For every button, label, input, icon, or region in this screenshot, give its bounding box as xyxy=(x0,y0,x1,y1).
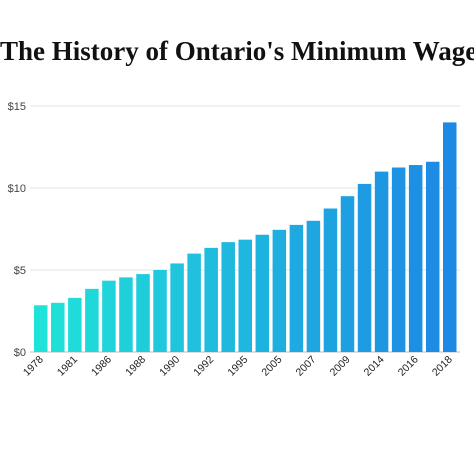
bar-2015 xyxy=(391,167,406,352)
x-tick-label: 1992 xyxy=(191,354,216,379)
x-tick-label: 2009 xyxy=(328,354,353,379)
bar-1981 xyxy=(68,297,82,352)
y-tick-label: $15 xyxy=(8,101,26,113)
x-tick-label: 2007 xyxy=(294,354,319,379)
bar-2004 xyxy=(255,234,270,352)
bar-1990 xyxy=(170,263,184,352)
bar-1991 xyxy=(187,253,201,352)
x-tick-label: 1981 xyxy=(55,354,80,379)
bar-2007 xyxy=(306,220,321,352)
chart-title: The History of Ontario's Minimum Wage xyxy=(0,36,474,66)
x-tick-label: 2018 xyxy=(430,354,455,379)
x-tick-label: 1986 xyxy=(89,354,114,379)
bar-2014 xyxy=(374,171,389,352)
bar-1992 xyxy=(204,247,218,352)
x-tick-label: 2014 xyxy=(362,354,387,379)
bar-2017 xyxy=(425,161,440,352)
bar-1988 xyxy=(136,274,150,352)
bar-1994 xyxy=(221,242,235,352)
bar-2018 xyxy=(443,122,457,353)
bar-1984 xyxy=(85,288,99,352)
x-tick-label: 1988 xyxy=(123,354,148,379)
bar-1978 xyxy=(34,305,48,352)
x-axis-ticks: 1978 1981 1986 1988 1990 1992 1995 2005 2007 2009… xyxy=(21,354,455,379)
x-tick-label: 1995 xyxy=(225,354,250,379)
bar-2008 xyxy=(323,208,338,352)
bar-1987 xyxy=(119,277,133,352)
bar-1986 xyxy=(102,280,116,352)
x-tick-label: 2016 xyxy=(396,354,421,379)
bar-2005 xyxy=(272,229,287,352)
y-axis-ticks: $0 $5 $10 $15 xyxy=(8,101,26,359)
bar-2006 xyxy=(289,224,304,352)
bar-1979 xyxy=(51,302,65,352)
x-tick-label: 1990 xyxy=(157,354,182,379)
bar-1995 xyxy=(238,239,252,352)
bar-1989 xyxy=(153,270,167,352)
bar-2016 xyxy=(408,165,423,352)
y-tick-label: $5 xyxy=(14,265,26,277)
y-tick-label: $0 xyxy=(14,347,26,359)
x-tick-label: 2005 xyxy=(259,354,284,379)
bar-2010 xyxy=(357,183,372,352)
bars xyxy=(34,122,457,353)
bar-2009 xyxy=(340,196,355,352)
y-tick-label: $10 xyxy=(8,183,26,195)
